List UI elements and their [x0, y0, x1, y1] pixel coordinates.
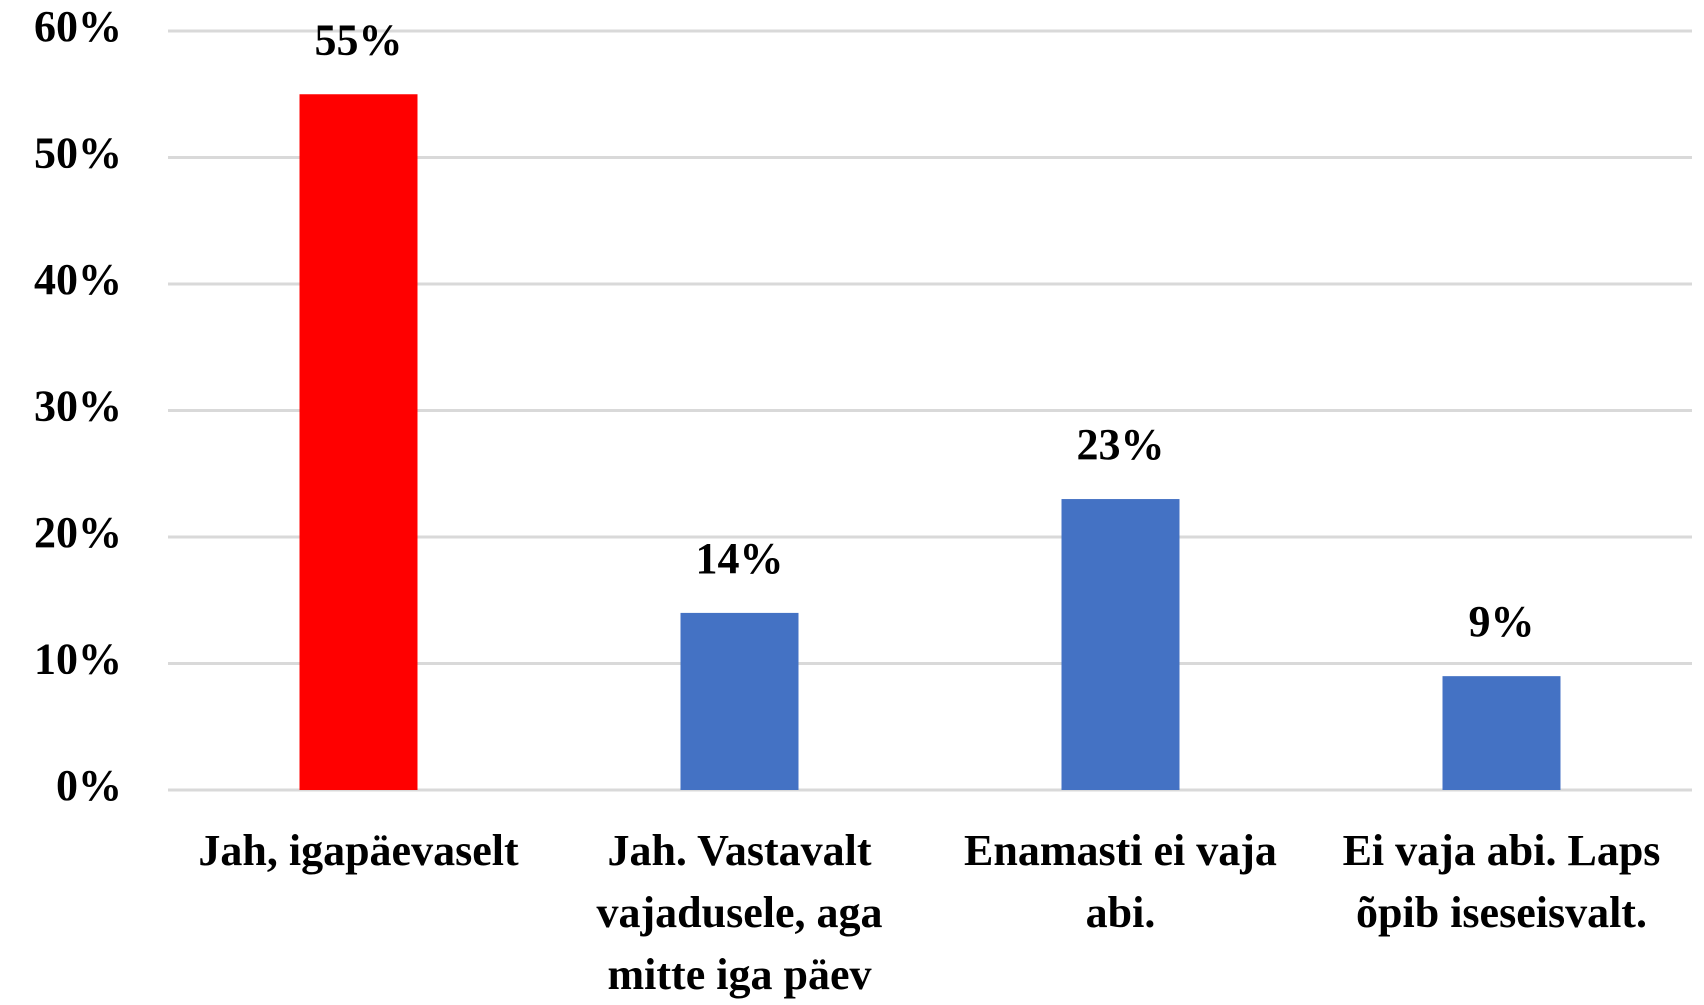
- y-tick-label: 0%: [56, 761, 122, 810]
- x-tick-label-box: Enamasti ei vaja abi.: [964, 826, 1277, 937]
- y-tick-label: 40%: [34, 255, 122, 304]
- x-tick-label: Jah. Vastavalt vajadusele, aga mitte iga…: [596, 826, 883, 999]
- data-label: 55%: [315, 15, 403, 64]
- y-tick-label: 50%: [34, 129, 122, 178]
- data-label: 9%: [1469, 597, 1535, 646]
- y-tick-label: 60%: [34, 2, 122, 51]
- x-tick-label: Enamasti ei vaja abi.: [964, 826, 1277, 937]
- bar: [299, 94, 418, 790]
- x-tick-label-box: Jah. Vastavalt vajadusele, aga mitte iga…: [596, 826, 883, 999]
- y-tick-label: 10%: [34, 635, 122, 684]
- bar: [680, 612, 799, 790]
- y-tick-label: 30%: [34, 382, 122, 431]
- data-label: 23%: [1077, 420, 1165, 469]
- x-tick-label-box: Ei vaja abi. Laps õpib iseseisvalt.: [1342, 826, 1661, 937]
- bar: [1061, 499, 1180, 790]
- y-tick-label: 20%: [34, 508, 122, 557]
- bar: [1442, 676, 1561, 790]
- x-tick-label: Jah, igapäevaselt: [198, 826, 519, 875]
- x-tick-label: Ei vaja abi. Laps õpib iseseisvalt.: [1342, 826, 1661, 937]
- data-label: 14%: [696, 534, 784, 583]
- x-tick-label-box: Jah, igapäevaselt: [198, 826, 519, 875]
